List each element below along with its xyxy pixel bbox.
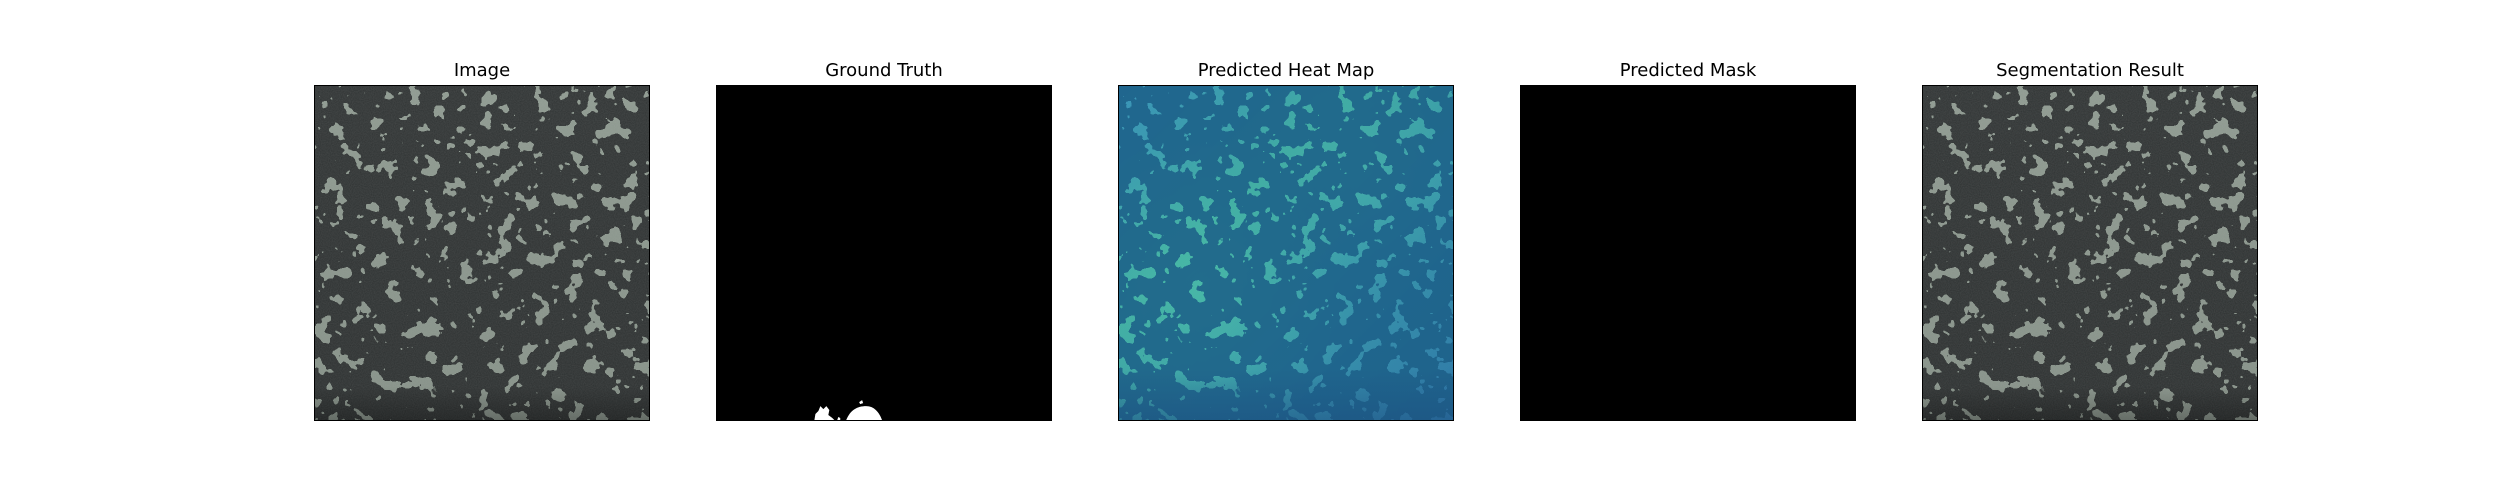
segmentation-panel-title: Segmentation Result: [1996, 60, 2184, 81]
mask-region: [814, 406, 835, 420]
image-frame: [314, 85, 650, 421]
mask-region: [846, 406, 883, 420]
heat-map-frame: [1118, 85, 1454, 421]
predicted-mask-frame: [1520, 85, 1856, 421]
heat-map-image: [1119, 86, 1453, 420]
predicted-mask-image: [1521, 86, 1855, 420]
image-panel-title: Image: [453, 60, 511, 81]
segmentation-frame: [1922, 85, 2258, 421]
ground-truth-panel-title: Ground Truth: [825, 60, 943, 81]
texture-image: [315, 86, 649, 420]
ground-truth-mask: [717, 86, 1051, 420]
mask-region: [859, 400, 864, 405]
ground-truth-frame: [716, 85, 1052, 421]
mask-region: [837, 417, 841, 420]
predicted-mask-panel-title: Predicted Mask: [1619, 60, 1757, 81]
heat-map-panel-title: Predicted Heat Map: [1197, 60, 1375, 81]
segmentation-image: [1923, 86, 2257, 420]
